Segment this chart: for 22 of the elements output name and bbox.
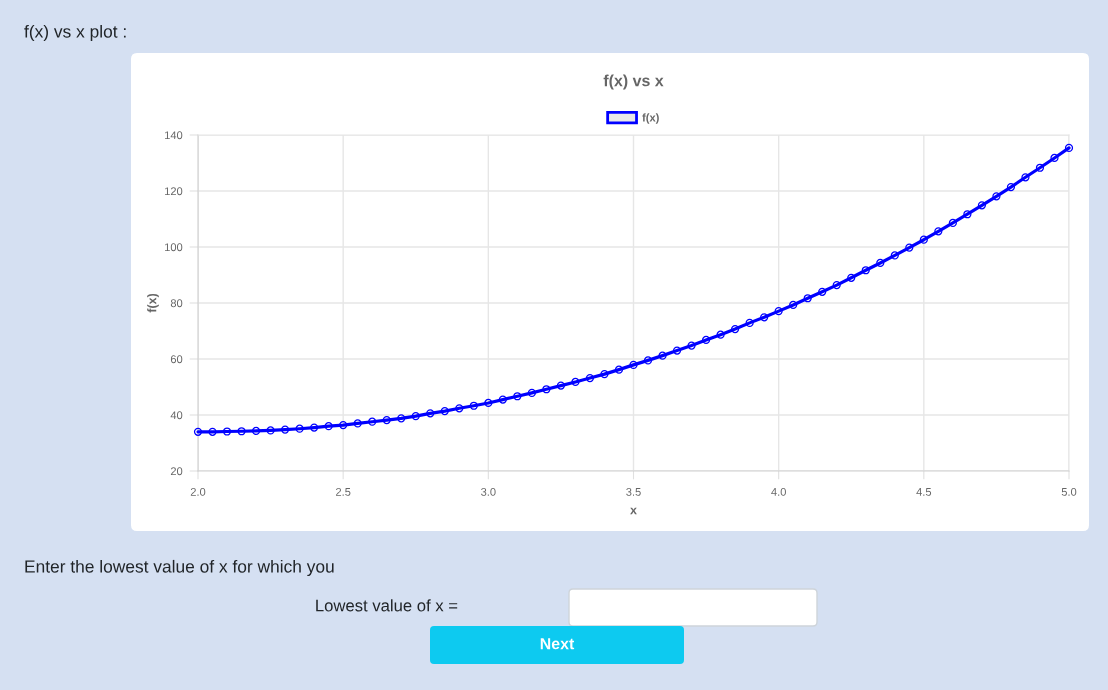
y-axis-title: f(x) — [147, 293, 159, 313]
y-tick-label: 80 — [170, 299, 183, 308]
x-tick-label: 2.0 — [190, 487, 206, 496]
y-tick-label: 120 — [165, 187, 183, 196]
chart-title: f(x) vs x — [603, 74, 664, 90]
y-tick-label: 20 — [170, 467, 183, 476]
y-tick-label: 100 — [165, 243, 183, 252]
x-axis-title: x — [630, 507, 637, 515]
y-tick-label: 140 — [165, 131, 183, 140]
text: f(x) vs x plot : — [24, 24, 126, 42]
legend-label: f(x) — [642, 113, 659, 124]
text: Enter the lowest value of x for which you — [25, 559, 334, 577]
x-tick-label: 5.0 — [1061, 487, 1077, 496]
y-tick-label: 60 — [170, 355, 183, 364]
x-tick-label: 2.5 — [336, 487, 351, 496]
text: Lowest value of x = — [316, 599, 458, 612]
x-tick-label: 3.0 — [481, 487, 496, 496]
text: Next — [540, 638, 575, 650]
x-tick-label: 3.5 — [626, 487, 641, 496]
x-tick-label: 4.0 — [771, 487, 786, 496]
y-tick-label: 40 — [170, 411, 183, 420]
x-tick-label: 4.5 — [916, 488, 932, 496]
